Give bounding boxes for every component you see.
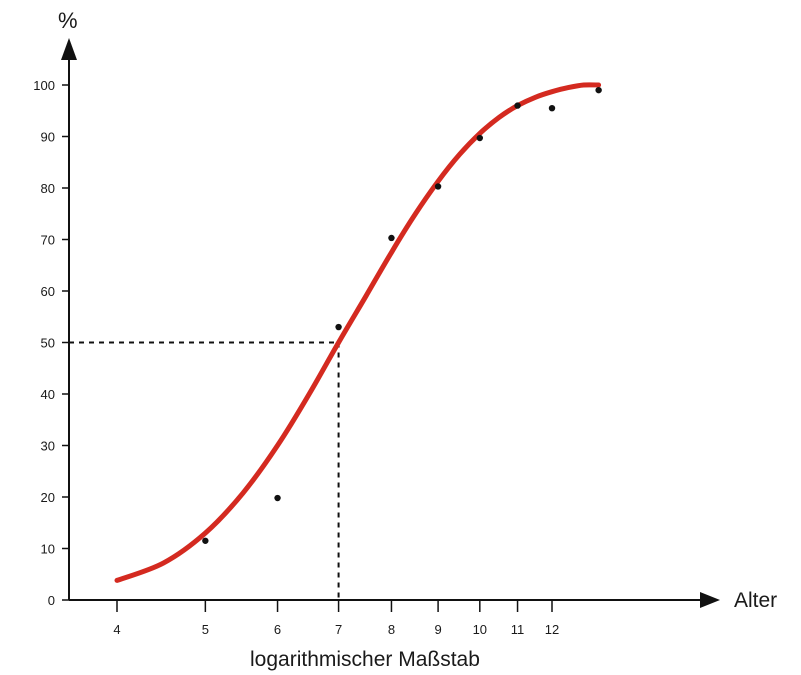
data-point-6 [476,134,484,142]
data-point-8 [548,104,556,112]
y-ticks: 0 10 20 30 40 50 60 70 80 90 100 [33,78,69,608]
reference-lines [69,341,340,600]
y-axis-label: % [58,8,78,33]
x-tick-label-8: 8 [388,622,395,637]
data-point-1 [202,537,209,544]
data-points [202,86,602,544]
data-point-4 [388,234,395,242]
fit-curve [114,82,602,583]
y-tick-label-90: 90 [41,130,55,145]
y-tick-label-20: 20 [41,490,55,505]
x-ticks: 4 5 6 7 8 9 10 11 12 [113,600,559,637]
x-tick-label-5: 5 [202,622,209,637]
y-tick-label-80: 80 [41,181,55,196]
x-tick-label-6: 6 [274,622,281,637]
fit-curve-group [114,82,602,583]
data-point-7 [514,102,521,109]
y-tick-label-30: 30 [41,439,55,454]
x-tick-label-9: 9 [434,622,441,637]
y-axis-arrow [61,38,77,60]
data-point-5 [434,183,442,190]
x-axis-arrow [700,592,720,608]
data-point-3 [335,323,342,331]
x-tick-label-10: 10 [473,622,487,637]
y-tick-label-50: 50 [41,336,55,351]
y-tick-label-100: 100 [33,78,55,93]
x-scale-note: logarithmischer Maßstab [250,648,480,671]
x-tick-label-12: 12 [545,622,559,637]
x-axis-label: Alter [734,589,777,612]
y-tick-label-40: 40 [41,387,55,402]
data-point-2 [274,494,281,502]
x-tick-label-11: 11 [511,622,525,637]
axes [61,38,720,608]
y-tick-label-0: 0 [48,593,55,608]
y-tick-label-60: 60 [41,284,55,299]
y-tick-label-70: 70 [41,233,55,248]
x-tick-label-4: 4 [113,622,120,637]
data-point-9 [595,86,602,94]
y-tick-label-10: 10 [41,542,55,557]
x-tick-label-7: 7 [335,622,342,637]
